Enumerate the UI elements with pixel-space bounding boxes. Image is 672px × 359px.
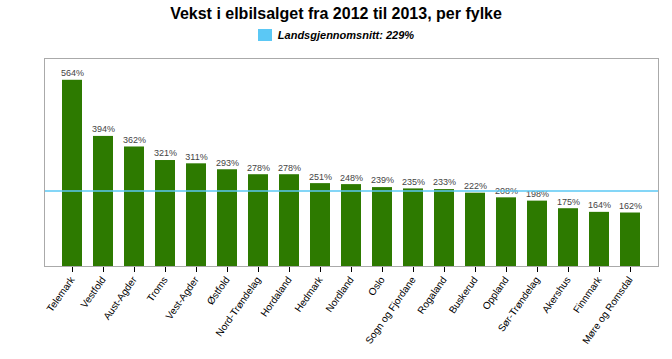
svg-text:Hedmark: Hedmark xyxy=(292,274,325,314)
svg-text:278%: 278% xyxy=(278,163,301,173)
svg-text:Oslo: Oslo xyxy=(366,274,387,298)
svg-text:Akershus: Akershus xyxy=(540,274,573,314)
svg-text:248%: 248% xyxy=(340,173,363,183)
svg-text:321%: 321% xyxy=(154,148,177,158)
svg-text:222%: 222% xyxy=(464,181,487,191)
svg-text:175%: 175% xyxy=(557,197,580,207)
svg-text:Nordland: Nordland xyxy=(323,274,355,314)
svg-text:Oppland: Oppland xyxy=(480,274,511,311)
svg-text:251%: 251% xyxy=(309,172,332,182)
svg-text:Finnmark: Finnmark xyxy=(571,274,604,315)
svg-text:Vestfold: Vestfold xyxy=(78,274,107,309)
svg-text:Sogn og Fjordane: Sogn og Fjordane xyxy=(363,274,418,346)
svg-text:Rogaland: Rogaland xyxy=(415,274,449,315)
svg-text:164%: 164% xyxy=(588,200,611,210)
svg-text:162%: 162% xyxy=(619,201,642,211)
svg-text:362%: 362% xyxy=(123,135,146,145)
svg-text:278%: 278% xyxy=(247,163,270,173)
svg-text:239%: 239% xyxy=(371,175,394,185)
svg-text:233%: 233% xyxy=(433,177,456,187)
svg-text:Aust-Agder: Aust-Agder xyxy=(101,274,139,322)
svg-text:235%: 235% xyxy=(402,177,425,187)
svg-text:Vest-Agder: Vest-Agder xyxy=(163,274,201,321)
svg-text:564%: 564% xyxy=(61,68,84,78)
svg-text:Møre og Romsdal: Møre og Romsdal xyxy=(580,274,635,345)
svg-text:293%: 293% xyxy=(216,158,239,168)
svg-text:Hordaland: Hordaland xyxy=(258,274,293,318)
svg-text:208%: 208% xyxy=(495,185,518,196)
svg-text:Nord-Trøndelag: Nord-Trøndelag xyxy=(213,274,262,338)
svg-text:198%: 198% xyxy=(526,189,549,199)
svg-text:Telemark: Telemark xyxy=(44,274,77,314)
svg-text:Sør-Trøndelag: Sør-Trøndelag xyxy=(496,274,542,333)
html-text:Vekst i elbilsalget fra 2012 t: Vekst i elbilsalget fra 2012 til 2013, p… xyxy=(170,5,502,22)
svg-text:311%: 311% xyxy=(185,152,207,162)
svg-text:Troms: Troms xyxy=(145,274,170,303)
svg-text:394%: 394% xyxy=(92,124,115,134)
svg-text:Buskerud: Buskerud xyxy=(447,274,480,315)
svg-text:Østfold: Østfold xyxy=(205,274,232,306)
html-text:Landsgjennomsnitt: 229%: Landsgjennomsnitt: 229% xyxy=(277,29,415,41)
